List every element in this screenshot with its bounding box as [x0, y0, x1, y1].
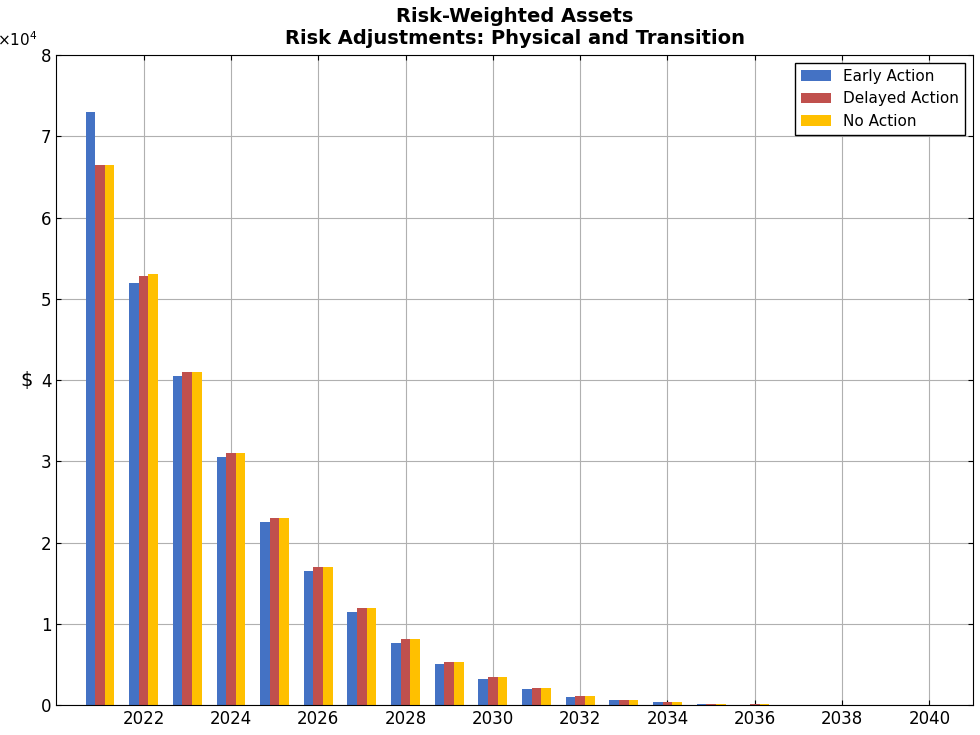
- Bar: [697, 704, 707, 705]
- Bar: [304, 571, 314, 705]
- Bar: [522, 689, 532, 705]
- Bar: [478, 679, 488, 705]
- Bar: [348, 612, 357, 705]
- Bar: [488, 677, 498, 705]
- Bar: [454, 662, 464, 705]
- Bar: [192, 372, 202, 705]
- Bar: [391, 642, 401, 705]
- Bar: [610, 700, 619, 705]
- Bar: [314, 567, 323, 705]
- Bar: [411, 639, 420, 705]
- Bar: [323, 567, 332, 705]
- Bar: [444, 662, 454, 705]
- Bar: [357, 608, 367, 705]
- Legend: Early Action, Delayed Action, No Action: Early Action, Delayed Action, No Action: [795, 62, 965, 135]
- Bar: [236, 453, 245, 705]
- Bar: [172, 376, 182, 705]
- Bar: [716, 703, 725, 705]
- Text: $\times10^4$: $\times10^4$: [0, 30, 37, 49]
- Bar: [628, 700, 638, 705]
- Bar: [270, 518, 279, 705]
- Bar: [367, 608, 376, 705]
- Bar: [565, 697, 575, 705]
- Bar: [653, 702, 662, 705]
- Bar: [129, 282, 139, 705]
- Bar: [619, 700, 628, 705]
- Bar: [707, 703, 716, 705]
- Bar: [148, 274, 158, 705]
- Bar: [672, 702, 682, 705]
- Bar: [662, 702, 672, 705]
- Y-axis label: $: $: [21, 370, 33, 390]
- Bar: [435, 664, 444, 705]
- Bar: [541, 688, 551, 705]
- Bar: [575, 696, 585, 705]
- Bar: [139, 276, 148, 705]
- Bar: [532, 688, 541, 705]
- Bar: [585, 696, 595, 705]
- Bar: [279, 518, 289, 705]
- Bar: [217, 457, 226, 705]
- Bar: [498, 677, 508, 705]
- Bar: [182, 372, 192, 705]
- Bar: [260, 523, 270, 705]
- Bar: [105, 165, 115, 705]
- Bar: [85, 112, 95, 705]
- Title: Risk-Weighted Assets
Risk Adjustments: Physical and Transition: Risk-Weighted Assets Risk Adjustments: P…: [284, 7, 745, 48]
- Bar: [226, 453, 236, 705]
- Bar: [95, 165, 105, 705]
- Bar: [401, 639, 411, 705]
